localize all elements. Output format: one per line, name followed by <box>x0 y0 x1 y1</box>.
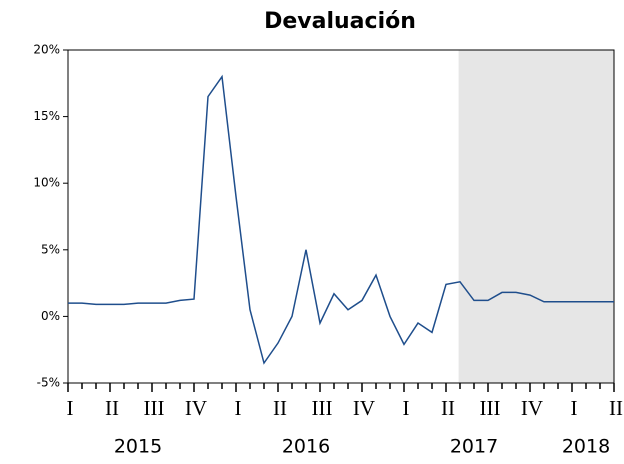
x-tick-label: I <box>67 396 74 420</box>
year-label: 2015 <box>114 436 162 458</box>
x-tick-label: I <box>403 396 410 420</box>
data-line <box>68 74 614 365</box>
chart-title: Devaluación <box>264 9 416 34</box>
plot-frame <box>67 49 615 384</box>
x-tick-label: III <box>480 396 501 420</box>
x-tick-label: II <box>105 396 119 420</box>
x-tick-label: I <box>235 396 242 420</box>
y-tick-label: 15% <box>33 109 60 123</box>
y-tick-label: -5% <box>37 376 60 390</box>
y-tick-label: 0% <box>41 309 60 323</box>
x-tick-label: III <box>312 396 333 420</box>
year-label: 2017 <box>450 436 498 458</box>
x-tick-label: IV <box>353 396 375 420</box>
y-tick-label: 20% <box>33 43 60 57</box>
x-tick-label: III <box>144 396 165 420</box>
year-label: 2018 <box>562 436 610 458</box>
x-tick-label: II <box>273 396 287 420</box>
x-tick-label: II <box>441 396 455 420</box>
x-tick-label: IV <box>521 396 543 420</box>
year-label: 2016 <box>282 436 330 458</box>
x-tick-label: II <box>609 396 623 420</box>
x-tick-label: I <box>571 396 578 420</box>
y-tick-label: 10% <box>33 176 60 190</box>
y-tick-label: 5% <box>41 242 60 256</box>
shaded-region <box>458 50 614 383</box>
x-tick-label: IV <box>185 396 207 420</box>
